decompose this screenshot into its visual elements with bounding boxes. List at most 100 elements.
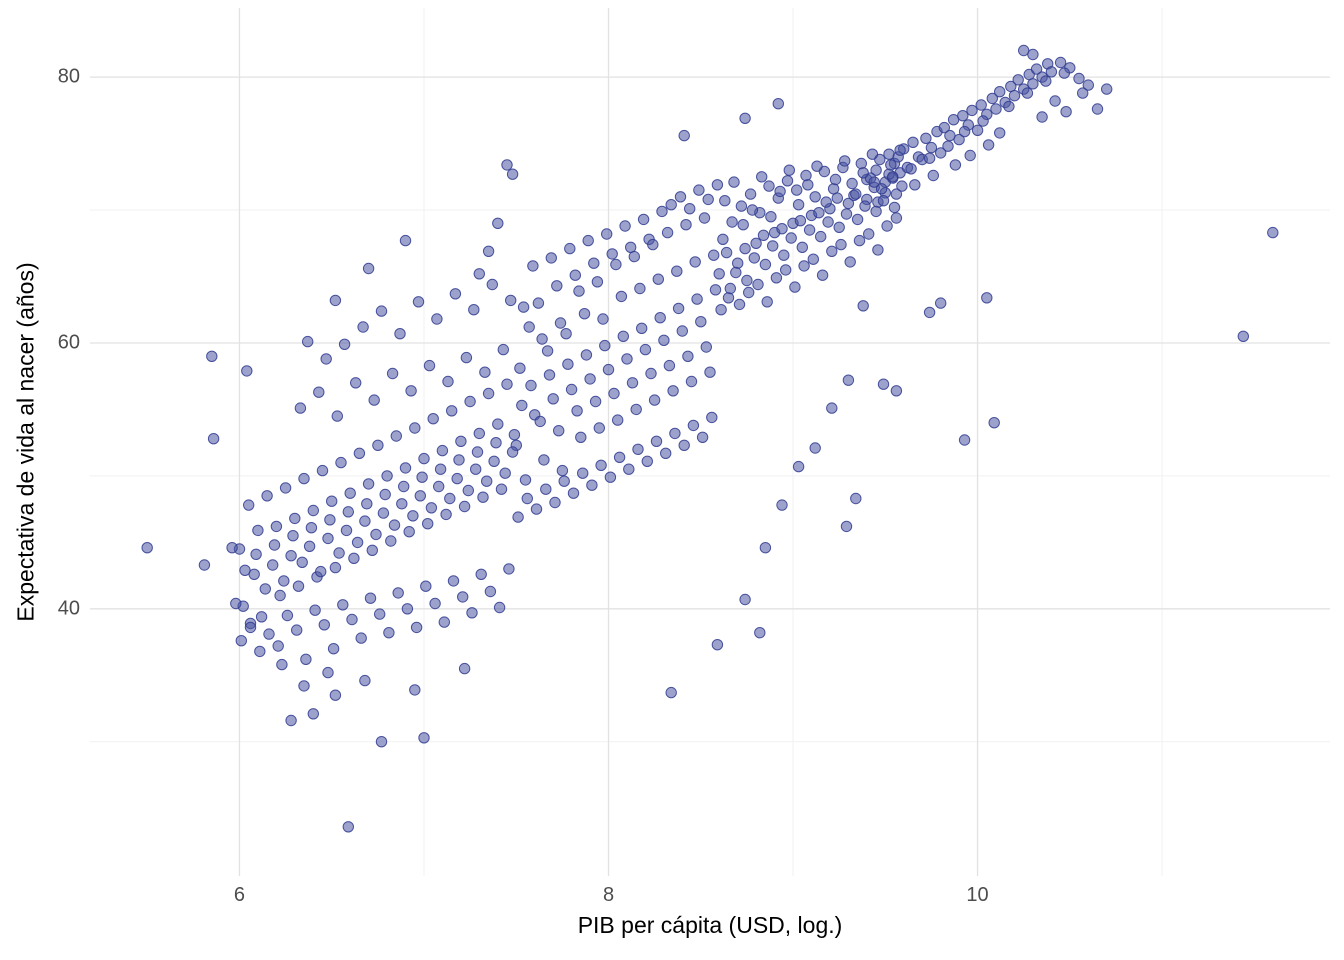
data-point xyxy=(816,269,829,281)
data-point xyxy=(977,115,989,127)
data-point xyxy=(759,258,772,271)
data-point xyxy=(493,601,506,614)
data-point xyxy=(569,269,581,281)
data-point xyxy=(261,490,273,502)
data-point xyxy=(564,242,576,255)
data-point xyxy=(789,281,801,293)
data-point xyxy=(935,297,947,309)
data-point xyxy=(990,103,1002,115)
data-point xyxy=(377,507,390,519)
data-point xyxy=(244,621,257,634)
y-tick-label: 80 xyxy=(57,65,80,88)
data-point xyxy=(431,313,443,325)
data-point xyxy=(429,597,441,610)
data-point xyxy=(890,212,903,224)
data-point xyxy=(672,302,685,315)
data-point xyxy=(575,431,587,443)
data-point xyxy=(1058,67,1071,79)
data-point xyxy=(1036,111,1048,123)
data-point xyxy=(850,188,862,200)
data-point xyxy=(757,229,770,242)
data-point xyxy=(506,168,519,180)
data-point xyxy=(1049,95,1061,107)
y-axis-title: Expectativa de vida al nacer (años) xyxy=(12,262,39,622)
data-point xyxy=(527,260,539,272)
data-point xyxy=(711,639,724,651)
data-point xyxy=(457,591,469,603)
data-point xyxy=(1040,75,1052,87)
data-point xyxy=(857,300,869,312)
data-point xyxy=(374,608,386,620)
data-point xyxy=(637,213,650,226)
data-point xyxy=(508,429,521,441)
data-point xyxy=(398,480,410,493)
data-point xyxy=(774,185,786,198)
data-point xyxy=(831,192,843,204)
data-point xyxy=(813,207,825,219)
data-point xyxy=(809,442,821,454)
data-point xyxy=(754,627,766,639)
data-point xyxy=(839,155,851,167)
data-point xyxy=(324,514,336,526)
data-point xyxy=(503,563,515,575)
data-point xyxy=(276,658,288,671)
data-point xyxy=(711,179,724,191)
data-point xyxy=(394,328,406,340)
data-point xyxy=(350,377,362,389)
data-point xyxy=(322,666,334,679)
data-point xyxy=(353,447,366,459)
data-point xyxy=(628,250,640,263)
data-point xyxy=(342,821,354,833)
data-point xyxy=(982,139,995,151)
data-point xyxy=(560,328,572,340)
data-point xyxy=(691,293,703,305)
data-point xyxy=(372,439,384,451)
data-point xyxy=(361,498,373,510)
data-point xyxy=(523,321,535,333)
data-point xyxy=(586,479,598,491)
data-point xyxy=(623,463,635,475)
data-point xyxy=(641,455,653,467)
data-point xyxy=(853,234,866,247)
data-point xyxy=(872,244,884,256)
data-point xyxy=(717,233,729,246)
data-point xyxy=(482,387,495,400)
data-point xyxy=(842,374,855,386)
data-point xyxy=(433,480,445,493)
data-point xyxy=(621,353,633,365)
data-point xyxy=(778,249,790,261)
data-point xyxy=(792,199,805,211)
data-point xyxy=(868,176,880,188)
data-point xyxy=(399,462,412,474)
data-point xyxy=(842,197,855,210)
data-point xyxy=(708,249,720,261)
data-point xyxy=(981,292,993,304)
data-point xyxy=(440,508,452,521)
data-point xyxy=(368,394,380,406)
data-point xyxy=(905,163,917,175)
data-point xyxy=(309,604,321,616)
data-point xyxy=(1008,90,1021,102)
data-point xyxy=(545,252,557,264)
data-point xyxy=(748,252,760,264)
data-point xyxy=(894,144,906,156)
data-point xyxy=(685,375,698,388)
data-point xyxy=(802,179,814,191)
data-point xyxy=(230,597,242,610)
data-point xyxy=(571,405,583,417)
data-point xyxy=(499,467,511,479)
data-point xyxy=(796,241,808,254)
data-point xyxy=(446,405,458,417)
data-point xyxy=(800,169,812,182)
data-point xyxy=(501,378,513,390)
data-point xyxy=(794,215,807,227)
data-point xyxy=(279,482,292,494)
data-point xyxy=(811,160,823,172)
data-point xyxy=(562,358,574,370)
data-point xyxy=(619,220,631,232)
data-point xyxy=(410,621,423,634)
data-point xyxy=(359,515,371,527)
data-point xyxy=(964,149,976,162)
x-axis-title: PIB per cápita (USD, log.) xyxy=(577,912,843,938)
data-point xyxy=(351,536,364,549)
